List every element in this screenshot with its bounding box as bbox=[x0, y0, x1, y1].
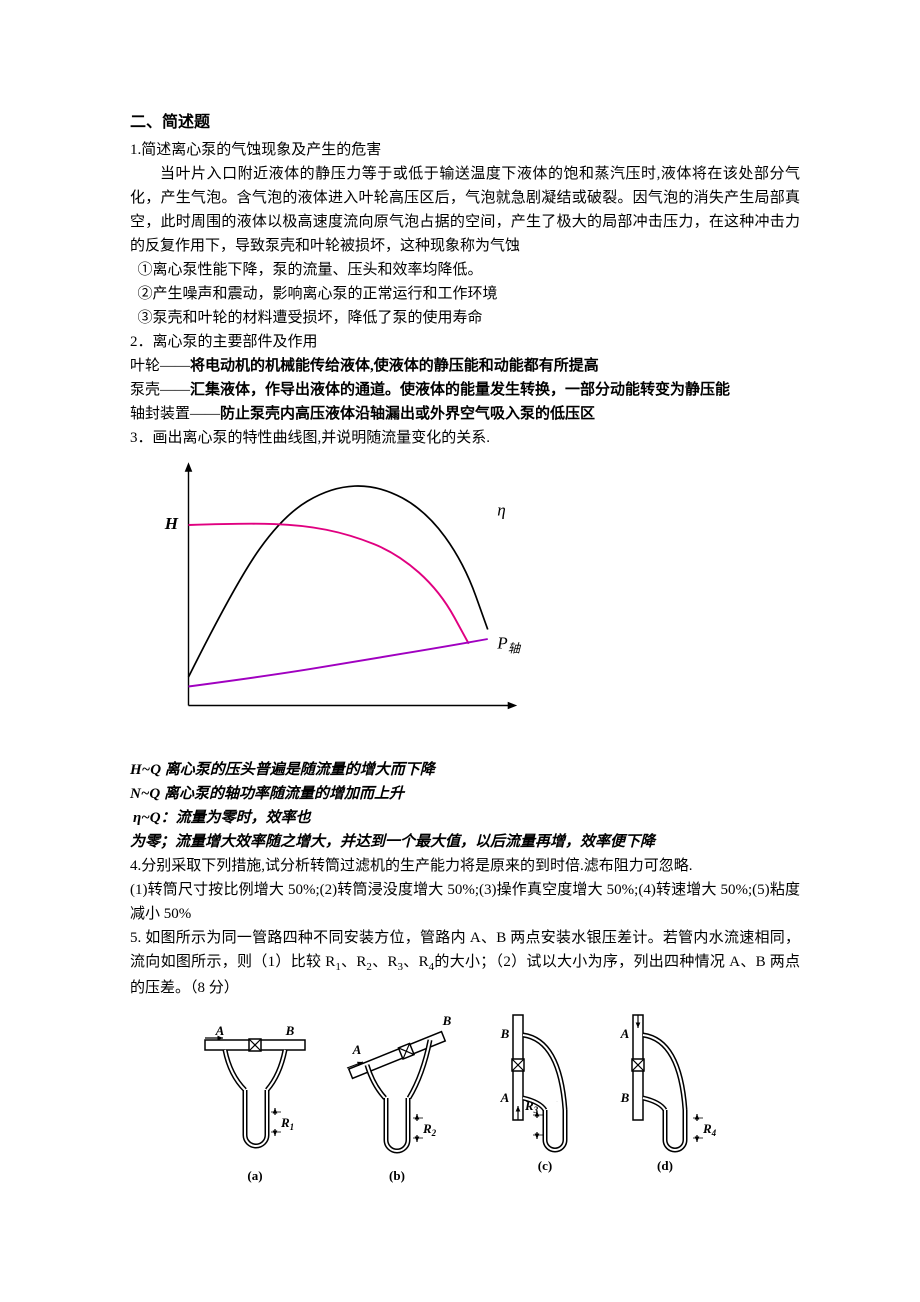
svg-text:R1: R1 bbox=[280, 1115, 294, 1132]
q2-line-2: 泵壳——汇集液体，作导出液体的通道。使液体的能量发生转换，一部分动能转变为静压能 bbox=[130, 378, 800, 402]
svg-text:R2: R2 bbox=[422, 1121, 437, 1138]
q3-title: 3．画出离心泵的特性曲线图,并说明随流量变化的关系. bbox=[130, 426, 800, 450]
q3-note-hq: H~Q 离心泵的压头普遍是随流量的增大而下降 bbox=[130, 758, 800, 782]
pipe-diagrams: ABR1(a)ABR2(b)BAR3B(c)ABR4(d) bbox=[130, 1010, 800, 1200]
q2-l3-prefix: 轴封装置—— bbox=[130, 406, 220, 422]
svg-text:(b): (b) bbox=[389, 1168, 405, 1183]
q5-c12: 、R bbox=[341, 954, 367, 970]
svg-text:(a): (a) bbox=[247, 1168, 262, 1183]
svg-text:(c): (c) bbox=[538, 1158, 552, 1173]
q2-l1-bold: 将电动机的机械能传给液体,使液体的静压能和动能都有所提高 bbox=[190, 358, 599, 374]
svg-text:(d): (d) bbox=[657, 1158, 673, 1173]
q1-bullet-1: ①离心泵性能下降，泵的流量、压头和效率均降低。 bbox=[138, 258, 801, 282]
q4-title: 4.分别采取下列措施,试分析转筒过滤机的生产能力将是原来的到时倍.滤布阻力可忽略… bbox=[130, 854, 800, 878]
q2-line-3: 轴封装置——防止泵壳内高压液体沿轴漏出或外界空气吸入泵的低压区 bbox=[130, 402, 800, 426]
svg-text:A: A bbox=[620, 1026, 630, 1041]
q2-line-1: 叶轮——将电动机的机械能传给液体,使液体的静压能和动能都有所提高 bbox=[130, 354, 800, 378]
q2-l1-prefix: 叶轮—— bbox=[130, 358, 190, 374]
svg-text:A: A bbox=[215, 1023, 225, 1038]
svg-text:B: B bbox=[442, 1013, 452, 1028]
q1-body: 当叶片入口附近液体的静压力等于或低于输送温度下液体的饱和蒸汽压时,液体将在该处部… bbox=[130, 162, 800, 258]
svg-text:B: B bbox=[285, 1023, 295, 1038]
q1-title: 1.简述离心泵的气蚀现象及产生的危害 bbox=[130, 138, 800, 162]
svg-text:H: H bbox=[164, 513, 179, 532]
q5-c34: 、R bbox=[403, 954, 429, 970]
svg-text:B: B bbox=[557, 1101, 558, 1103]
svg-text:A: A bbox=[352, 1042, 362, 1057]
svg-text:B: B bbox=[620, 1090, 630, 1105]
pipes-svg: ABR1(a)ABR2(b)BAR3B(c)ABR4(d) bbox=[185, 1010, 745, 1200]
svg-text:η: η bbox=[497, 500, 505, 519]
svg-text:A: A bbox=[500, 1090, 510, 1105]
svg-text:R4: R4 bbox=[702, 1121, 717, 1138]
pump-characteristic-chart: Hη P轴 bbox=[160, 456, 800, 754]
section-heading: 二、简述题 bbox=[130, 110, 800, 136]
svg-text:P轴: P轴 bbox=[496, 633, 521, 655]
q4-body: (1)转筒尺寸按比例增大 50%;(2)转筒浸没度增大 50%;(3)操作真空度… bbox=[130, 878, 800, 926]
q1-bullet-3: ③泵壳和叶轮的材料遭受损坏，降低了泵的使用寿命 bbox=[138, 306, 801, 330]
chart-svg: Hη P轴 bbox=[160, 456, 540, 746]
q3-note-nq: N~Q 离心泵的轴功率随流量的增加而上升 bbox=[130, 782, 800, 806]
svg-text:B: B bbox=[500, 1026, 510, 1041]
q1-bullet-2: ②产生噪声和震动，影响离心泵的正常运行和工作环境 bbox=[138, 282, 801, 306]
q2-l2-prefix: 泵壳—— bbox=[130, 382, 190, 398]
q2-l2-bold: 汇集液体，作导出液体的通道。使液体的能量发生转换，一部分动能转变为静压能 bbox=[190, 382, 730, 398]
q3-note-etaq-a: η~Q：流量为零时，效率也 bbox=[133, 806, 800, 830]
q2-l3-bold: 防止泵壳内高压液体沿轴漏出或外界空气吸入泵的低压区 bbox=[220, 406, 595, 422]
q5-title: 5. 如图所示为同一管路四种不同安装方位，管路内 A、B 两点安装水银压差计。若… bbox=[130, 926, 800, 1001]
q2-title: 2．离心泵的主要部件及作用 bbox=[130, 330, 800, 354]
q3-note-etaq-b: 为零；流量增大效率随之增大，并达到一个最大值，以后流量再增，效率便下降 bbox=[130, 830, 800, 854]
q5-c23: 、R bbox=[372, 954, 398, 970]
